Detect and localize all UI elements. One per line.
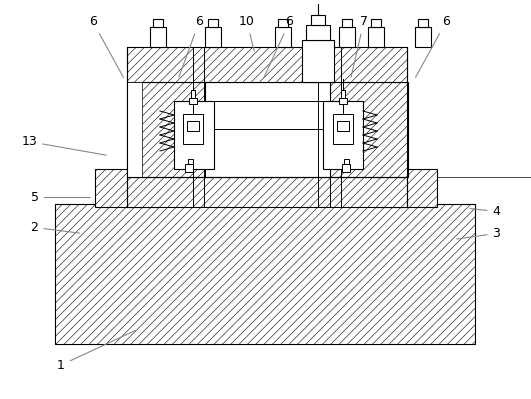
Bar xyxy=(188,159,193,164)
Bar xyxy=(127,82,205,177)
Text: 5: 5 xyxy=(30,191,90,204)
Bar xyxy=(127,177,407,207)
Text: 7: 7 xyxy=(351,16,368,77)
Bar xyxy=(127,82,142,177)
Bar xyxy=(375,169,437,207)
Bar xyxy=(342,164,350,172)
Bar xyxy=(185,164,193,172)
Bar xyxy=(95,169,157,207)
Bar xyxy=(191,90,195,98)
Bar xyxy=(339,98,347,104)
Bar xyxy=(339,27,355,47)
Bar xyxy=(275,27,291,47)
Bar xyxy=(341,90,345,98)
Bar xyxy=(189,98,197,104)
Text: 6: 6 xyxy=(89,16,123,77)
Bar xyxy=(208,19,218,27)
Bar xyxy=(278,19,288,27)
Bar xyxy=(302,40,334,82)
Bar xyxy=(415,27,431,47)
Bar xyxy=(344,159,349,164)
Text: 6: 6 xyxy=(264,16,293,77)
Text: 4: 4 xyxy=(470,205,500,218)
Bar xyxy=(418,19,428,27)
Bar xyxy=(187,121,199,131)
Bar xyxy=(127,47,407,82)
Bar xyxy=(183,114,203,144)
Bar xyxy=(342,19,352,27)
Text: 1: 1 xyxy=(57,330,135,371)
Text: 3: 3 xyxy=(457,227,500,240)
Bar xyxy=(205,82,330,177)
Bar xyxy=(330,82,408,177)
Bar xyxy=(55,204,475,344)
Bar xyxy=(371,19,381,27)
Text: 6: 6 xyxy=(416,16,450,77)
Bar xyxy=(368,27,384,47)
Text: 6: 6 xyxy=(179,16,203,77)
Bar xyxy=(153,19,163,27)
Bar xyxy=(205,27,221,47)
Bar xyxy=(323,101,363,169)
Bar xyxy=(333,114,353,144)
Text: 2: 2 xyxy=(31,221,80,234)
Bar xyxy=(174,101,214,169)
Text: 10: 10 xyxy=(239,16,255,51)
Bar xyxy=(306,25,330,40)
Bar xyxy=(337,121,349,131)
Bar xyxy=(150,27,166,47)
Text: 13: 13 xyxy=(21,135,106,155)
Bar xyxy=(311,15,325,25)
